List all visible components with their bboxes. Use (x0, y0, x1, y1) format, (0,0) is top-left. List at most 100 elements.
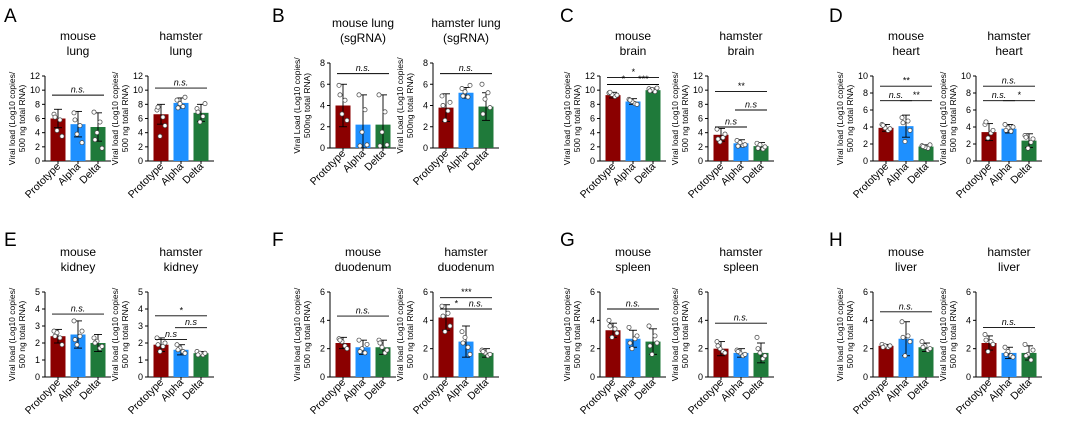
chart-title: hamster (444, 245, 487, 259)
data-point (155, 342, 161, 348)
y-tick-label: 0 (698, 372, 703, 382)
y-tick-label: 4 (863, 122, 868, 132)
data-point (647, 343, 653, 349)
data-point (983, 119, 989, 125)
data-point (339, 111, 345, 117)
y-tick-label: 8 (590, 99, 595, 109)
data-point (1030, 136, 1036, 142)
y-tick-label: 0 (320, 372, 325, 382)
data-point (382, 109, 388, 115)
significance-label: ** (737, 81, 745, 91)
data-point (899, 115, 905, 121)
y-tick-label: 4 (698, 315, 703, 325)
data-point (607, 89, 613, 95)
y-axis-label-line: Viral load (Log10 copies/ (835, 287, 845, 381)
bar-alpha (173, 349, 189, 377)
y-axis-label-line: Viral load (Log10 copies/ (562, 287, 572, 381)
panel-label-h: H (829, 230, 843, 251)
data-point (609, 334, 615, 340)
x-tick-label: Alpha (884, 377, 912, 405)
data-point (722, 131, 728, 137)
y-tick-label: 1 (138, 355, 143, 365)
data-point (357, 143, 363, 149)
data-point (440, 313, 446, 319)
data-point (336, 82, 342, 88)
x-tick-label: Delta (77, 161, 103, 187)
data-point (990, 127, 996, 133)
y-axis-label-line: 500ng total RNA) (302, 73, 312, 138)
significance-label: n.s. (734, 313, 749, 323)
data-point (377, 143, 383, 149)
data-point (487, 351, 493, 357)
data-point (647, 88, 653, 94)
bar-prototype (438, 107, 454, 148)
y-axis-label-line: Viral load (Log10 copies/ (110, 287, 120, 381)
data-point (182, 350, 188, 356)
y-tick-label: 8 (138, 99, 143, 109)
y-axis-label-line: Viral Load (Log10 copies/ (292, 57, 302, 154)
y-tick-label: 4 (698, 128, 703, 138)
chart-title: spleen (723, 260, 758, 274)
chart-title: mouse (60, 245, 96, 259)
y-tick-label: 0 (698, 156, 703, 166)
y-tick-label: 2 (35, 142, 40, 152)
data-point (174, 97, 180, 103)
data-point (356, 92, 362, 98)
bar-delta (478, 352, 494, 377)
y-tick-label: 4 (423, 315, 428, 325)
bar-prototype (153, 344, 169, 377)
chart-title: kidney (61, 260, 96, 274)
y-tick-label: 6 (863, 287, 868, 297)
data-point (1002, 344, 1008, 350)
chart-title: mouse (60, 29, 96, 43)
bar-prototype (50, 118, 66, 161)
data-point (627, 340, 633, 346)
panel-label-c: C (560, 6, 574, 27)
data-point (52, 114, 58, 120)
data-point (344, 117, 350, 123)
significance-label: *** (638, 74, 649, 84)
data-point (990, 341, 996, 347)
data-point (737, 140, 743, 146)
x-tick-label: Delta (180, 161, 206, 187)
data-point (445, 310, 451, 316)
chart-title: duodenum (335, 260, 392, 274)
data-point (364, 341, 370, 347)
chart-title: hamster lung (431, 16, 500, 30)
y-axis-label: Viral load (Log10 copies/500 ng total RN… (562, 287, 582, 381)
significance-label: n.s (725, 117, 738, 127)
y-tick-label: 1 (35, 355, 40, 365)
y-tick-label: 8 (966, 88, 971, 98)
data-point (482, 96, 488, 102)
y-tick-label: 10 (133, 85, 143, 95)
y-tick-label: 6 (590, 287, 595, 297)
x-tick-label: Delta (77, 377, 103, 403)
x-tick-label: Delta (180, 377, 206, 403)
data-point (99, 145, 105, 151)
data-point (1023, 134, 1029, 140)
y-axis-label-line: 500 ng total RNA) (17, 85, 27, 153)
x-tick-label: Delta (632, 377, 658, 403)
bar-prototype (981, 343, 997, 377)
data-point (715, 136, 721, 142)
y-axis-label-line: 500ng total RNA) (405, 73, 415, 138)
y-axis-label-line: Viral load (Log10 copies/ (292, 287, 302, 381)
bar-prototype (335, 343, 351, 377)
significance-label: n.s (185, 317, 198, 327)
data-point (634, 333, 640, 339)
significance-label: n.s. (626, 299, 641, 309)
x-tick-label: Delta (465, 377, 491, 403)
data-point (342, 97, 348, 103)
chart-title: hamster (987, 245, 1030, 259)
data-point (614, 330, 620, 336)
chart-title: mouse (888, 29, 924, 43)
data-point (202, 350, 208, 356)
bar-prototype (878, 127, 894, 161)
y-tick-label: 2 (423, 344, 428, 354)
data-point (92, 340, 98, 346)
